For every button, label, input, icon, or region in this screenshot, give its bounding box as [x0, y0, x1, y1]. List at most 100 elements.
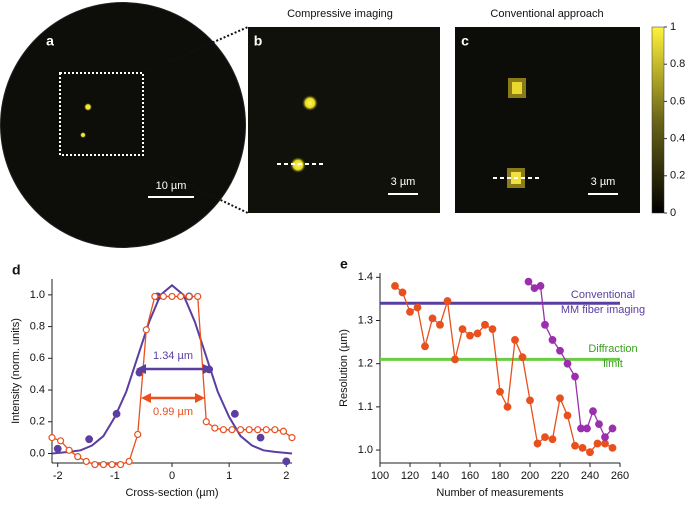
data-point [536, 282, 545, 290]
data-point [556, 394, 564, 403]
data-point [524, 277, 533, 286]
data-point [202, 418, 210, 426]
data-point [168, 292, 176, 301]
data-point [571, 372, 579, 381]
y-tick-label: 1.0 [358, 444, 373, 456]
panel-label: a [46, 33, 54, 49]
colorbar-tick-label: 0.6 [670, 95, 685, 107]
y-axis-label: Intensity (norm. units) [10, 318, 22, 424]
data-point [473, 329, 482, 338]
scale-label: 10 µm [156, 180, 187, 192]
data-point [533, 439, 542, 448]
scale-label: 3 µm [591, 176, 616, 188]
data-point [428, 314, 437, 323]
spot [80, 132, 86, 138]
data-point [578, 443, 587, 452]
data-point [601, 439, 609, 448]
data-point [563, 359, 572, 368]
x-tick-label: -1 [110, 470, 120, 482]
x-tick-label: 1 [226, 470, 232, 482]
data-point [413, 303, 422, 312]
data-point [211, 424, 219, 432]
data-point [53, 444, 62, 453]
x-tick-label: 240 [581, 470, 599, 482]
data-point [230, 409, 239, 418]
data-point [48, 434, 56, 442]
y-tick-label: 1.1 [358, 401, 373, 413]
panel-title: Conventional approach [490, 8, 603, 20]
y-tick-label: 0.4 [30, 384, 45, 396]
fwhm-arrows: 1.34 µm 0.99 µm [136, 350, 213, 418]
data-point [245, 426, 253, 434]
data-point [443, 297, 452, 305]
data-point [142, 326, 150, 334]
annotation: 0.99 µm [153, 406, 193, 418]
x-tick-label: 160 [461, 470, 479, 482]
data-point [108, 460, 116, 469]
x-tick-label: -2 [53, 470, 63, 482]
data-point [256, 433, 265, 442]
data-point [563, 411, 572, 420]
data-point [586, 448, 594, 457]
data-point [511, 336, 519, 344]
image [248, 27, 440, 213]
data-point [556, 346, 564, 355]
y-tick-label: 0.2 [30, 416, 45, 428]
colorbar-tick-label: 0 [670, 207, 676, 219]
data-point [481, 320, 489, 329]
x-axis-label: Number of measurements [436, 487, 564, 499]
x-tick-label: 220 [551, 470, 569, 482]
colorbar-tick-label: 0.4 [670, 133, 685, 145]
data-point [219, 426, 228, 434]
spot [84, 103, 92, 111]
reference-label: Conventional [571, 289, 635, 301]
reference-label: MM fiber imaging [561, 304, 645, 316]
data-point [254, 426, 262, 434]
data-point [595, 420, 603, 429]
data-point [236, 426, 245, 434]
data-point [391, 282, 399, 290]
x-axis-label: Cross-section (µm) [125, 487, 218, 499]
y-tick-label: 0.6 [30, 352, 45, 364]
data-point [548, 435, 557, 444]
y-tick-label: 0.0 [30, 447, 45, 459]
zoom-line [142, 26, 249, 74]
data-point [608, 424, 617, 433]
x-tick-label: 260 [611, 470, 629, 482]
data-point [436, 320, 444, 329]
data-point [593, 439, 602, 448]
data-point [406, 307, 414, 316]
panel-label: b [254, 33, 263, 49]
image [455, 27, 640, 213]
data-point [74, 453, 82, 461]
data-point [125, 457, 133, 466]
scale-label: 3 µm [391, 176, 416, 188]
y-tick-label: 1.4 [358, 271, 373, 283]
series-line [51, 284, 293, 455]
data-point [548, 336, 557, 344]
panel-a: 10 µm a [0, 2, 249, 248]
data-point [608, 443, 617, 452]
data-point [589, 407, 597, 416]
data-point [99, 460, 108, 469]
data-point [488, 325, 497, 334]
y-axis-label: Resolution (µm) [338, 329, 350, 407]
data-point [583, 424, 591, 433]
data-point [176, 292, 185, 301]
data-point [282, 457, 291, 466]
spot [302, 95, 318, 111]
colorbar-tick-label: 0.8 [670, 58, 685, 70]
data-point [571, 441, 579, 450]
reference-label: limit [603, 358, 623, 370]
x-tick-label: 100 [371, 470, 389, 482]
data-point [151, 292, 159, 301]
data-point [159, 292, 168, 301]
annotation: 1.34 µm [153, 350, 193, 362]
data-point [541, 433, 549, 441]
data-point [82, 457, 90, 466]
data-point [271, 426, 279, 434]
data-point [398, 288, 407, 297]
reference-label: Diffraction [588, 343, 637, 355]
data-point [279, 427, 288, 435]
panel-label: e [340, 256, 348, 272]
